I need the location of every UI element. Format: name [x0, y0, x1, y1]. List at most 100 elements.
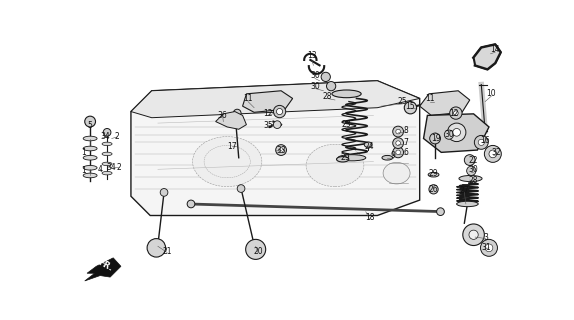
Circle shape [404, 101, 417, 114]
Text: 11: 11 [425, 94, 435, 103]
Text: 26: 26 [429, 185, 439, 194]
Ellipse shape [102, 152, 112, 156]
Circle shape [429, 185, 438, 194]
Text: 2: 2 [117, 163, 121, 172]
Text: 16: 16 [480, 136, 490, 145]
Circle shape [447, 123, 466, 141]
Circle shape [147, 239, 165, 257]
Circle shape [463, 224, 484, 245]
Text: 7: 7 [404, 138, 408, 147]
Polygon shape [424, 114, 489, 152]
Ellipse shape [83, 173, 97, 178]
Ellipse shape [83, 165, 97, 170]
Polygon shape [243, 91, 293, 112]
Ellipse shape [102, 142, 112, 146]
Text: 3: 3 [483, 233, 488, 242]
Polygon shape [85, 258, 121, 281]
Text: 11: 11 [243, 94, 253, 103]
Text: 4: 4 [98, 165, 103, 174]
Circle shape [478, 139, 484, 145]
Text: 34: 34 [100, 132, 110, 141]
Circle shape [453, 111, 458, 116]
Circle shape [464, 155, 475, 165]
Circle shape [396, 141, 401, 145]
Ellipse shape [428, 172, 439, 177]
Text: 28: 28 [468, 176, 478, 185]
Circle shape [276, 145, 286, 156]
Text: 2: 2 [115, 132, 119, 141]
Ellipse shape [383, 162, 410, 184]
Ellipse shape [83, 156, 97, 160]
Ellipse shape [306, 144, 364, 187]
Text: 18: 18 [365, 212, 374, 221]
Polygon shape [131, 81, 420, 118]
Circle shape [327, 82, 336, 91]
Circle shape [187, 200, 195, 208]
Text: 28: 28 [323, 92, 332, 101]
Text: 36: 36 [218, 111, 227, 120]
Text: 35: 35 [263, 121, 273, 130]
Text: 19: 19 [431, 134, 441, 143]
Ellipse shape [204, 145, 250, 178]
Ellipse shape [102, 172, 112, 175]
Text: 30: 30 [444, 130, 454, 139]
Text: 34: 34 [106, 163, 116, 172]
Circle shape [393, 138, 404, 148]
Polygon shape [420, 91, 470, 116]
Text: 30: 30 [468, 165, 478, 174]
Circle shape [453, 129, 460, 136]
Circle shape [484, 145, 501, 162]
Text: 8: 8 [404, 126, 408, 135]
Ellipse shape [83, 146, 97, 151]
Circle shape [449, 107, 462, 119]
Circle shape [273, 105, 286, 118]
Text: 15: 15 [405, 102, 414, 111]
Text: 20: 20 [253, 247, 263, 256]
Text: 12: 12 [263, 108, 273, 117]
Polygon shape [131, 81, 420, 215]
Circle shape [273, 121, 281, 129]
Circle shape [279, 148, 284, 152]
Text: FR.: FR. [96, 258, 114, 273]
Circle shape [489, 150, 497, 158]
Text: 31: 31 [481, 243, 491, 252]
Circle shape [444, 130, 453, 139]
Text: 29: 29 [429, 169, 439, 178]
Circle shape [469, 230, 478, 239]
Text: 1: 1 [82, 148, 86, 157]
Text: 21: 21 [162, 247, 172, 256]
Circle shape [437, 208, 444, 215]
Text: 30: 30 [310, 82, 320, 91]
Polygon shape [474, 44, 501, 69]
Text: 1: 1 [82, 166, 86, 175]
Circle shape [237, 185, 245, 192]
Circle shape [485, 244, 493, 252]
Ellipse shape [364, 142, 372, 147]
Text: 5: 5 [88, 121, 92, 130]
Text: 13: 13 [307, 51, 317, 60]
Circle shape [430, 133, 440, 144]
Text: 14: 14 [490, 45, 500, 54]
Text: 6: 6 [404, 148, 408, 157]
Ellipse shape [338, 155, 366, 161]
Circle shape [480, 239, 498, 256]
Text: 30: 30 [310, 71, 320, 80]
Circle shape [433, 95, 443, 105]
Circle shape [396, 150, 401, 155]
Text: 17: 17 [227, 142, 236, 151]
Circle shape [234, 109, 241, 117]
Circle shape [393, 126, 404, 137]
Text: 22: 22 [468, 156, 478, 164]
Text: 23: 23 [342, 120, 351, 129]
Text: 10: 10 [487, 89, 496, 98]
Circle shape [393, 147, 404, 158]
Circle shape [277, 108, 282, 115]
Text: 27: 27 [460, 186, 469, 195]
Circle shape [474, 135, 488, 149]
Text: 32: 32 [491, 148, 501, 157]
Ellipse shape [459, 175, 482, 182]
Circle shape [396, 129, 401, 134]
Ellipse shape [382, 156, 393, 160]
Text: 9: 9 [390, 151, 395, 160]
Circle shape [321, 72, 331, 82]
